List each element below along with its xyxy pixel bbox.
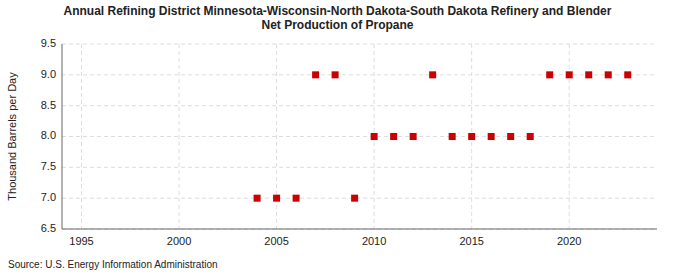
marker: [254, 195, 261, 202]
y-grid-line: [62, 44, 657, 45]
y-grid-line: [62, 167, 657, 168]
grid: [62, 44, 657, 229]
y-grid-line: [62, 105, 657, 106]
x-tick-label: 2005: [264, 235, 288, 247]
markers: [254, 71, 632, 201]
marker: [566, 71, 573, 78]
marker: [449, 133, 456, 140]
x-grid-line: [81, 44, 82, 229]
marker: [429, 71, 436, 78]
y-tick-label: 6.5: [41, 222, 56, 234]
marker: [332, 71, 339, 78]
marker: [527, 133, 534, 140]
marker: [605, 71, 612, 78]
x-axis-line: [62, 229, 657, 230]
marker: [624, 71, 631, 78]
y-tick-label: 8.5: [41, 99, 56, 111]
marker: [585, 71, 592, 78]
y-tick-label: 7.0: [41, 191, 56, 203]
y-axis-label: Thousand Barrels per Day: [6, 72, 18, 201]
y-tick-label: 8.0: [41, 129, 56, 141]
marker: [507, 133, 514, 140]
marker: [312, 71, 319, 78]
x-tick-label: 2010: [362, 235, 386, 247]
marker: [546, 71, 553, 78]
marker: [273, 195, 280, 202]
y-axis-line: [62, 44, 63, 229]
marker: [293, 195, 300, 202]
y-grid-line: [62, 229, 657, 230]
x-tick-label: 1995: [69, 235, 93, 247]
x-tick-label: 2015: [459, 235, 483, 247]
y-grid-line: [62, 136, 657, 137]
x-tick-label: 2000: [167, 235, 191, 247]
y-grid-line: [62, 198, 657, 199]
x-grid-line: [179, 44, 180, 229]
x-tick-label: 2020: [557, 235, 581, 247]
chart: 6.5 7.0 7.5 8.0 8.5 9.0 9.5 1995 2000 2005 2010 201…: [0, 0, 675, 275]
marker: [410, 133, 417, 140]
y-tick-label: 9.5: [41, 37, 56, 49]
source-note: Source: U.S. Energy Information Administ…: [8, 259, 218, 270]
marker: [390, 133, 397, 140]
y-tick-label: 9.0: [41, 68, 56, 80]
y-tick-label: 7.5: [41, 160, 56, 172]
marker: [488, 133, 495, 140]
marker: [468, 133, 475, 140]
marker: [371, 133, 378, 140]
title: Annual Refining District Minnesota-Wisco…: [64, 4, 612, 32]
marker: [351, 195, 358, 202]
